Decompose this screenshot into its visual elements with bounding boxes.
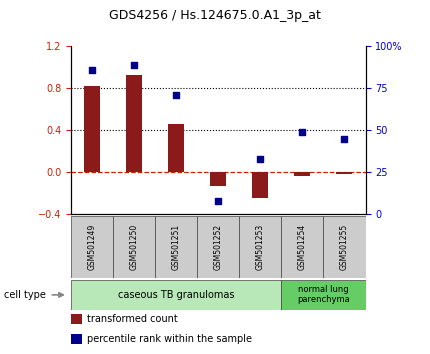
Text: GSM501252: GSM501252 [214, 224, 223, 270]
Text: GSM501253: GSM501253 [256, 224, 265, 270]
Bar [336, 172, 353, 174]
Bar [126, 75, 142, 172]
Bar [84, 86, 100, 172]
Bar [168, 124, 184, 172]
Point [131, 62, 138, 67]
Bar [113, 216, 155, 278]
Point [299, 129, 306, 135]
Bar [71, 280, 281, 310]
Bar [295, 172, 310, 176]
Text: GSM501249: GSM501249 [87, 224, 96, 270]
Bar [71, 314, 82, 324]
Text: GSM501251: GSM501251 [172, 224, 181, 270]
Text: GSM501250: GSM501250 [129, 224, 138, 270]
Text: GSM501255: GSM501255 [340, 224, 349, 270]
Point [341, 136, 348, 141]
Text: normal lung
parenchyma: normal lung parenchyma [297, 285, 350, 304]
Bar [71, 216, 113, 278]
Bar [155, 216, 197, 278]
Point [215, 198, 222, 204]
Bar [281, 280, 366, 310]
Point [173, 92, 180, 98]
Bar [71, 334, 82, 344]
Bar [197, 216, 239, 278]
Point [257, 156, 264, 161]
Point [89, 67, 95, 72]
Bar [281, 216, 323, 278]
Bar [239, 216, 281, 278]
Text: caseous TB granulomas: caseous TB granulomas [118, 290, 234, 300]
Bar [323, 216, 366, 278]
Text: GDS4256 / Hs.124675.0.A1_3p_at: GDS4256 / Hs.124675.0.A1_3p_at [109, 9, 321, 22]
Text: GSM501254: GSM501254 [298, 224, 307, 270]
Text: cell type: cell type [4, 290, 46, 300]
Bar [210, 172, 226, 186]
Bar [252, 172, 268, 198]
Text: percentile rank within the sample: percentile rank within the sample [87, 334, 252, 344]
Text: transformed count: transformed count [87, 314, 178, 324]
